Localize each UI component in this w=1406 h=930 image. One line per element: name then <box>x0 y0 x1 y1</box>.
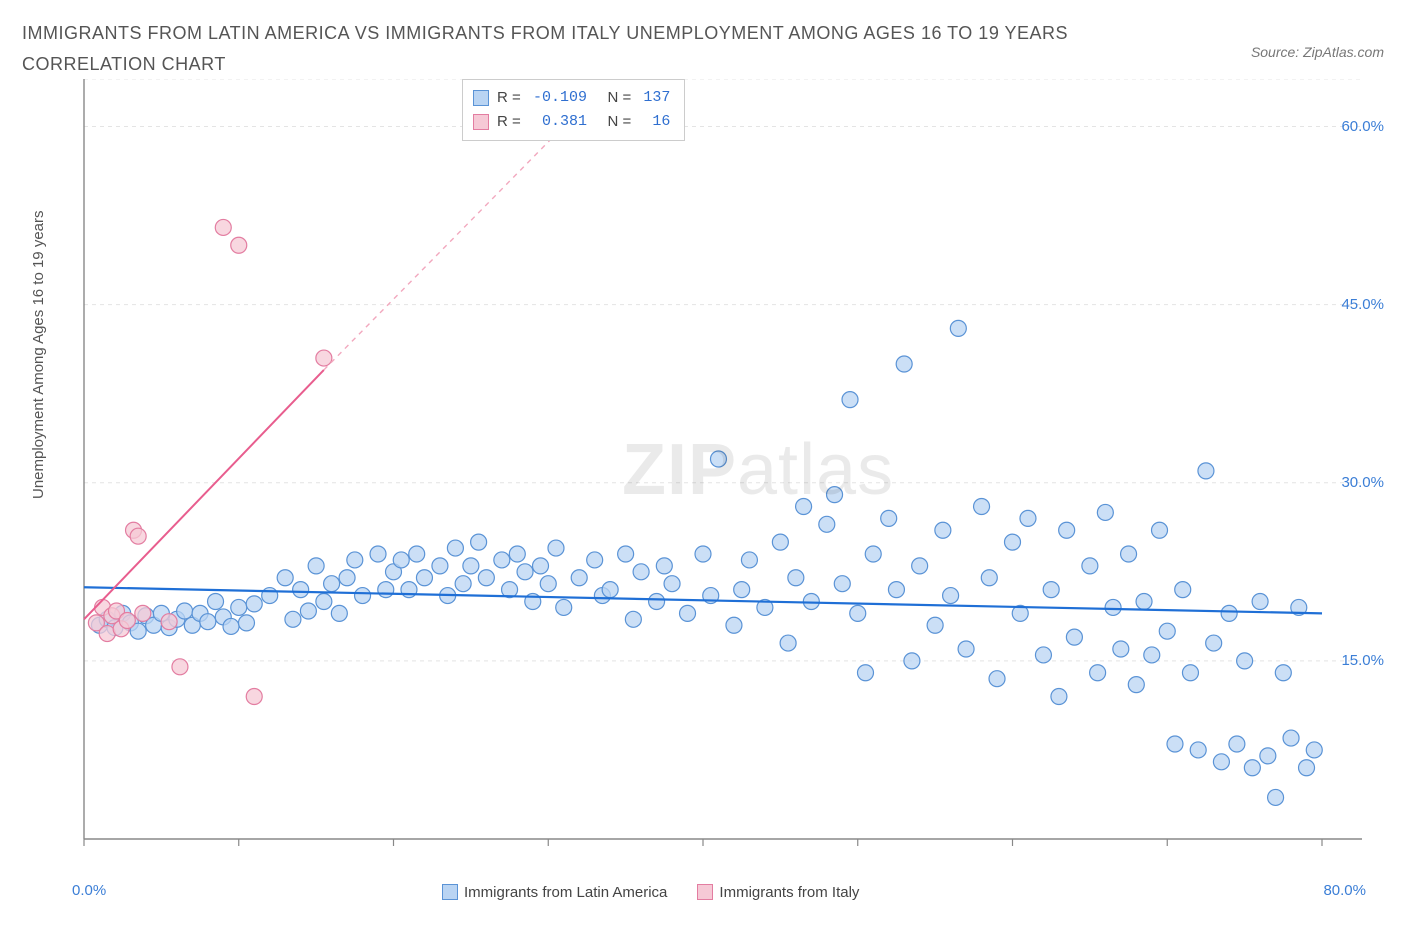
stats-swatch <box>473 90 489 106</box>
chart-title: IMMIGRANTS FROM LATIN AMERICA VS IMMIGRA… <box>22 18 1142 79</box>
y-tick-label: 30.0% <box>1341 474 1384 491</box>
stats-N-label: N = <box>595 86 635 110</box>
legend-item: Immigrants from Latin America <box>442 884 667 901</box>
legend-swatch <box>697 884 713 900</box>
stats-R-label: R = <box>497 110 525 134</box>
y-tick-label: 60.0% <box>1341 118 1384 135</box>
x-tick-0: 0.0% <box>72 882 106 899</box>
stats-R-label: R = <box>497 86 525 110</box>
stats-row: R = 0.381 N = 16 <box>473 110 670 134</box>
stats-legend-box: R = -0.109 N = 137R = 0.381 N = 16 <box>462 79 685 141</box>
stats-N-value: 137 <box>643 86 670 110</box>
y-tick-label: 45.0% <box>1341 296 1384 313</box>
source-label: Source: ZipAtlas.com <box>1251 44 1384 60</box>
stats-R-value: -0.109 <box>533 86 587 110</box>
bottom-legend: Immigrants from Latin America Immigrants … <box>442 884 859 901</box>
y-tick-label: 15.0% <box>1341 652 1384 669</box>
legend-swatch <box>442 884 458 900</box>
stats-N-value: 16 <box>643 110 670 134</box>
y-axis-label: Unemployment Among Ages 16 to 19 years <box>30 211 47 500</box>
correlation-chart: Unemployment Among Ages 16 to 19 years Z… <box>22 79 1384 899</box>
stats-R-value: 0.381 <box>533 110 587 134</box>
stats-N-label: N = <box>595 110 635 134</box>
stats-swatch <box>473 114 489 130</box>
legend-item: Immigrants from Italy <box>697 884 859 901</box>
scatter-plot-svg <box>22 79 1384 879</box>
x-tick-80: 80.0% <box>1323 882 1366 899</box>
stats-row: R = -0.109 N = 137 <box>473 86 670 110</box>
